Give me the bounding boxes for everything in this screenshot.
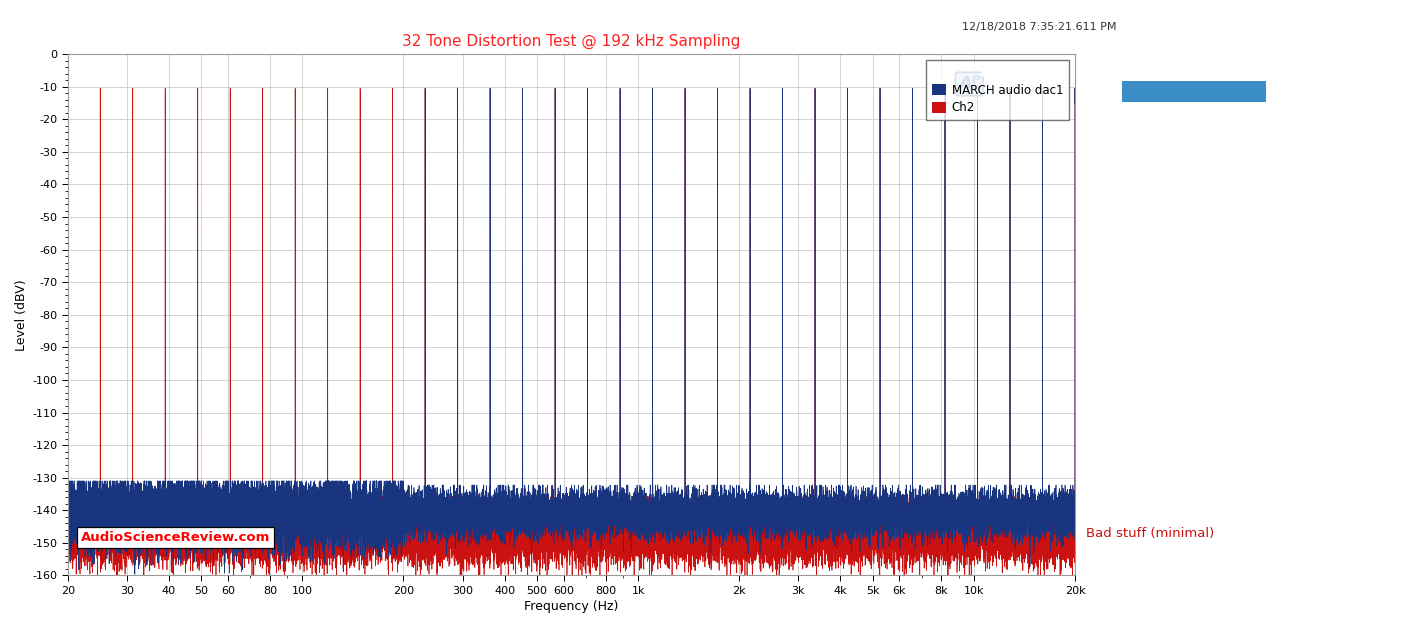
Ch2 [59,99,76,107]
MARCH audio dac1 [592,494,609,501]
Text: Bad stuff (minimal): Bad stuff (minimal) [1087,526,1214,539]
Text: 12/18/2018 7:35:21.611 PM: 12/18/2018 7:35:21.611 PM [962,22,1116,32]
Ch2 [89,571,106,579]
Title: 32 Tone Distortion Test @ 192 kHz Sampling: 32 Tone Distortion Test @ 192 kHz Sampli… [403,34,740,49]
Legend: MARCH audio dac1, Ch2: MARCH audio dac1, Ch2 [926,60,1070,121]
Ch2 [301,522,318,529]
MARCH audio dac1 [301,531,318,539]
Ch2 [1067,99,1084,107]
MARCH audio dac1 [417,85,434,92]
Text: AudioScienceReview.com: AudioScienceReview.com [81,531,270,544]
MARCH audio dac1 [59,477,76,485]
Ch2 [92,524,109,531]
MARCH audio dac1 [126,570,143,578]
MARCH audio dac1 [1067,99,1084,107]
MARCH audio dac1 [933,490,950,497]
MARCH audio dac1 [92,505,109,512]
Ch2 [170,531,187,538]
Ch2 [592,555,609,562]
MARCH audio dac1 [280,526,297,533]
MARCH audio dac1 [170,531,187,538]
Line: MARCH audio dac1: MARCH audio dac1 [68,89,1075,574]
Ch2 [280,514,297,521]
Ch2 [933,544,950,552]
Text: Aᴾ: Aᴾ [958,75,981,93]
Ch2 [59,85,76,92]
Y-axis label: Level (dBV): Level (dBV) [16,279,28,350]
Line: Ch2: Ch2 [68,89,1075,575]
X-axis label: Frequency (Hz): Frequency (Hz) [524,600,619,613]
